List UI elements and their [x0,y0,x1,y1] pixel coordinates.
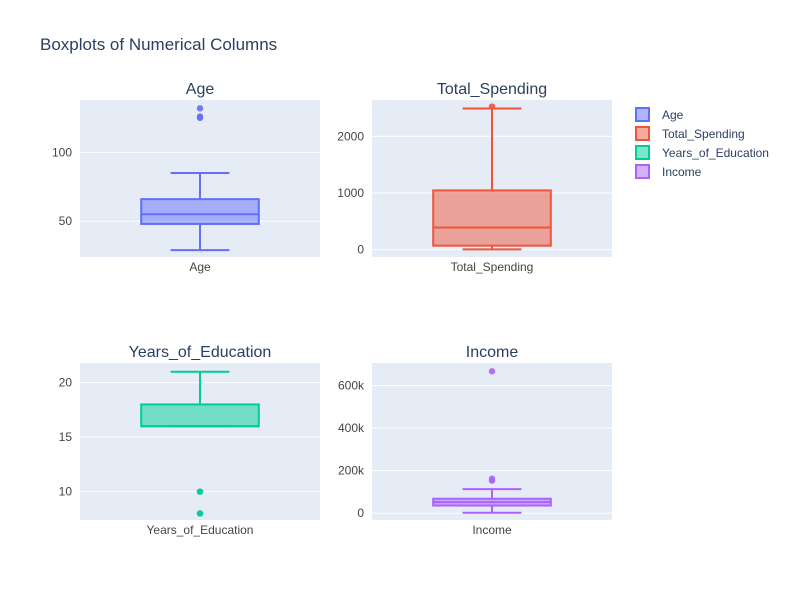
y-tick-label: 100 [52,145,72,159]
legend-label: Income [662,165,702,179]
subplot-title: Total_Spending [437,81,547,98]
subplot-title: Age [186,81,215,98]
legend-label: Years_of_Education [662,146,769,160]
subplot-panels: 50100AgeAge010002000Total_SpendingTotal_… [52,81,612,537]
y-tick-label: 15 [59,430,73,444]
y-tick-label: 10 [59,485,73,499]
outlier-point [196,488,204,495]
legend-item[interactable]: Years_of_Education [635,145,769,160]
outlier-point [196,105,204,112]
legend-item[interactable]: Age [635,107,684,122]
outlier-point [488,475,496,482]
iqr-box [140,403,260,428]
y-tick-label: 2000 [337,129,364,143]
subplot-3: 10 15 20 Years_of_Education Years_of_Educati… [59,344,320,537]
x-tick-label: Total_Spending [451,260,534,274]
subplot-2: 0 1000 2000 Total_Spending Total_Spending [337,81,612,274]
y-tick-label: 0 [357,506,364,520]
legend-swatch [635,145,650,160]
outlier-point [488,103,496,110]
subplot-title: Income [466,344,519,361]
legend: Age Total_Spending Years_of_Education Incom… [635,107,769,179]
figure-title: Boxplots of Numerical Columns [40,35,277,54]
iqr-box [140,198,260,225]
iqr-box [432,189,552,247]
y-tick-label: 400k [338,421,365,435]
outlier-point [196,510,204,517]
legend-item[interactable]: Income [635,164,702,179]
legend-swatch [635,126,650,141]
y-tick-label: 200k [338,464,365,478]
legend-item[interactable]: Total_Spending [635,126,745,141]
subplot-title: Years_of_Education [129,344,272,361]
y-tick-label: 0 [357,243,364,257]
subplot-4: 0 200k 400k 600k Income Income [338,344,612,537]
outlier-point [488,368,496,375]
subplot-1: 50 100 Age Age [52,81,320,274]
legend-label: Total_Spending [662,127,745,141]
x-tick-label: Age [189,260,211,274]
legend-swatch [635,107,650,122]
legend-label: Age [662,108,684,122]
legend-swatch [635,164,650,179]
outlier-point [196,113,204,120]
x-tick-label: Years_of_Education [147,523,254,537]
y-tick-label: 50 [59,214,73,228]
y-tick-label: 1000 [337,186,364,200]
y-tick-label: 600k [338,379,365,393]
x-tick-label: Income [472,523,512,537]
y-tick-label: 20 [59,376,73,390]
